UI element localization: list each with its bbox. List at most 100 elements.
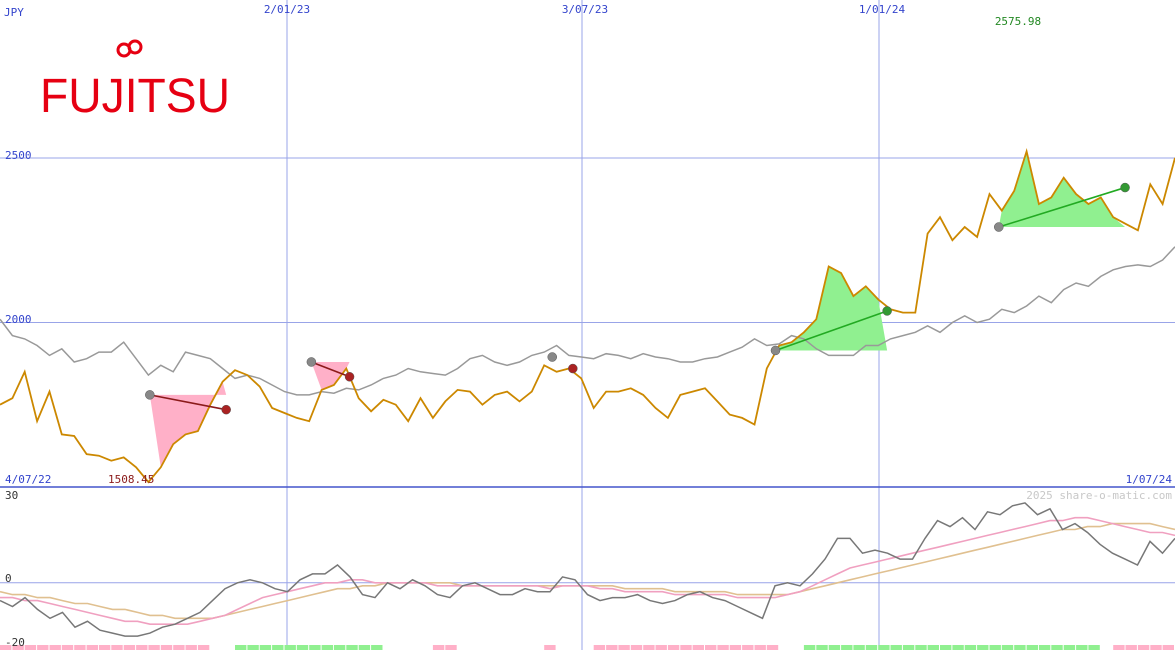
compare-line — [0, 246, 1175, 396]
marker-green-10 — [1120, 182, 1130, 193]
osc-hist-bar — [915, 645, 927, 650]
osc-hist-bar — [160, 645, 173, 650]
osc-hist-bar — [86, 645, 98, 650]
osc-hist-bar — [98, 645, 111, 650]
osc-hist-bar — [296, 645, 309, 650]
marker-grey-5 — [547, 352, 557, 362]
osc-hist-bar — [1113, 645, 1125, 650]
osc-hist-bar — [952, 645, 964, 650]
osc-hist-bar — [816, 645, 828, 650]
osc-hist-bar — [841, 645, 853, 650]
osc-hist-bar — [1150, 645, 1162, 650]
osc-hist-bar — [12, 645, 24, 650]
osc-hist-bar — [123, 645, 136, 650]
trend-line-4 — [998, 186, 1126, 228]
osc-hist-bar — [667, 645, 680, 650]
osc-hist-bar — [606, 645, 618, 650]
osc-hist-bar — [346, 645, 358, 650]
trend-line-3 — [775, 310, 888, 352]
osc-hist-bar — [729, 645, 742, 650]
osc-hist-bar — [680, 645, 692, 650]
fujitsu-logo: FUJITSU — [40, 39, 230, 123]
min-value-label: 1508.45 — [108, 473, 154, 486]
trend-line-1 — [149, 394, 227, 411]
osc-hist-bar — [1026, 645, 1038, 650]
osc-hist-bar — [828, 645, 841, 650]
max-value-label: 2575.98 — [995, 15, 1041, 28]
osc-hist-bar — [544, 645, 556, 650]
osc-hist-bar — [333, 645, 346, 650]
marker-grey-3 — [306, 357, 317, 367]
osc-hist-bar — [1076, 645, 1088, 650]
osc-hist-bar — [61, 645, 74, 650]
osc-hist-bar — [111, 645, 123, 650]
osc-hist-bar — [37, 645, 49, 650]
osc-hist-bar — [1063, 645, 1076, 650]
osc-hist-bar — [1088, 645, 1100, 650]
osc-hist-bar — [989, 645, 1001, 650]
osc-fast-average — [0, 516, 1175, 626]
marker-green-8 — [882, 306, 892, 316]
osc-hist-bar — [865, 645, 878, 650]
osc-hist-bar — [803, 645, 816, 650]
osc-hist-bar — [197, 645, 210, 650]
osc-hist-bar — [902, 645, 915, 650]
osc-hist-bar — [742, 645, 754, 650]
osc-hist-bar — [977, 645, 989, 650]
osc-hist-bar — [766, 645, 779, 650]
osc-hist-bar — [890, 645, 902, 650]
osc-hist-bar — [1162, 645, 1174, 650]
osc-hist-bar — [853, 645, 865, 650]
osc-hist-bar — [1038, 645, 1051, 650]
osc-hist-bar — [185, 645, 197, 650]
osc-hist-bar — [1051, 645, 1063, 650]
trend-line-2 — [311, 361, 350, 378]
osc-hist-bar — [754, 645, 766, 650]
highlight-loss-2 — [311, 361, 350, 390]
osc-hist-bar — [927, 645, 939, 650]
osc-hist-bar — [964, 645, 977, 650]
osc-hist-bar — [692, 645, 704, 650]
osc-hist-bar — [136, 645, 148, 650]
osc-hist-bar — [1125, 645, 1137, 650]
osc-hist-bar — [432, 645, 445, 650]
marker-grey-1 — [145, 390, 155, 400]
osc-hist-bar — [940, 645, 952, 650]
osc-hist-bar — [49, 645, 61, 650]
osc-hist-bar — [0, 645, 12, 650]
marker-grey-7 — [770, 345, 781, 356]
osc-hist-bar — [148, 645, 160, 650]
markers — [145, 182, 1130, 415]
osc-tick-0: 0 — [5, 572, 12, 585]
osc-hist-bar — [309, 645, 321, 650]
y-tick-2500: 2500 — [5, 149, 32, 162]
oscillator-histogram — [0, 645, 1174, 650]
watermark: 2025 share-o-matic.com — [1026, 489, 1172, 502]
osc-hist-bar — [321, 645, 333, 650]
end-date-label: 1/07/24 — [1126, 473, 1173, 486]
osc-line — [0, 502, 1175, 637]
osc-hist-bar — [445, 645, 457, 650]
logo-infinity-right — [127, 39, 143, 55]
osc-tick-30: 30 — [5, 489, 18, 502]
osc-hist-bar — [618, 645, 630, 650]
osc-hist-bar — [655, 645, 667, 650]
x-label-3: 1/01/24 — [859, 3, 906, 16]
osc-hist-bar — [358, 645, 371, 650]
osc-hist-bar — [705, 645, 717, 650]
osc-hist-bar — [272, 645, 284, 650]
osc-hist-bar — [235, 645, 247, 650]
osc-hist-bar — [1014, 645, 1026, 650]
osc-hist-bar — [173, 645, 185, 650]
currency-label: JPY — [4, 6, 24, 19]
highlight-gain-3 — [775, 266, 888, 351]
osc-hist-bar — [74, 645, 86, 650]
osc-hist-bar — [593, 645, 606, 650]
osc-hist-bar — [284, 645, 296, 650]
start-date-label: 4/07/22 — [5, 473, 51, 486]
osc-hist-bar — [259, 645, 272, 650]
osc-hist-bar — [630, 645, 643, 650]
osc-hist-bar — [1001, 645, 1014, 650]
logo-wordmark: FUJITSU — [40, 70, 230, 123]
